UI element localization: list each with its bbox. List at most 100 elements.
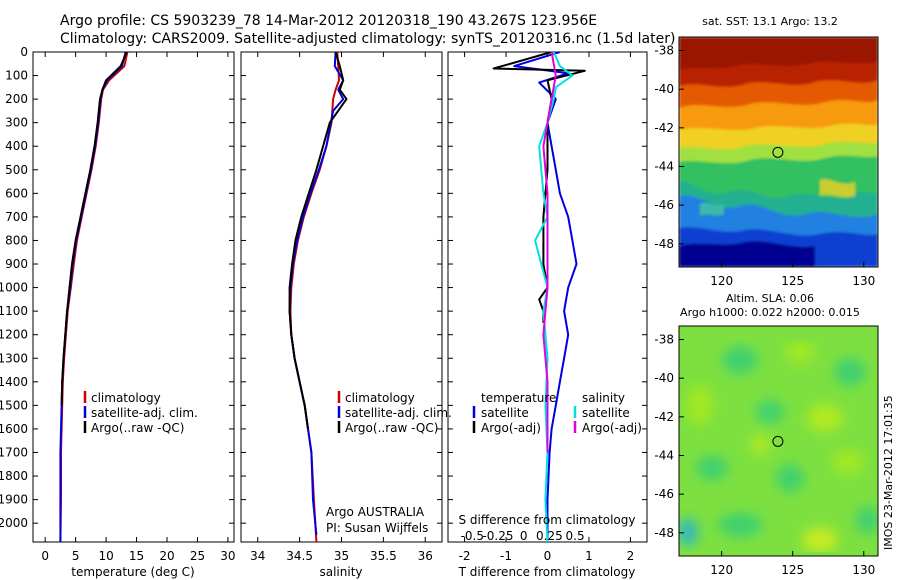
salinity-x-label: salinity	[319, 565, 362, 579]
legend-label-satellite: satellite	[582, 406, 630, 420]
legend-label-satellite: satellite	[481, 406, 529, 420]
legend-label-argo: Argo(-adj)	[582, 421, 642, 435]
y-tick-label: 900	[5, 257, 28, 271]
x-tick-label: 20	[159, 549, 174, 563]
map-x-tick-label: 125	[781, 563, 804, 577]
map-y-tick-label: -42	[654, 410, 674, 424]
map-x-tick-label: 130	[852, 274, 875, 288]
legend-label-satellite: satellite-adj. clim.	[91, 406, 198, 420]
x-tick-label: 1	[585, 549, 593, 563]
legend-label-argo: Argo(..raw -QC)	[91, 421, 184, 435]
x2-tick-label: -0.5	[461, 529, 484, 543]
series-line-temperature-argo-adj-	[492, 52, 586, 323]
x-tick-label: -2	[459, 549, 471, 563]
difference-x2-label: S difference from climatology	[459, 513, 636, 527]
y-tick-label: 300	[5, 116, 28, 130]
y-tick-label: 1000	[0, 281, 28, 295]
salinity-lines	[288, 52, 348, 542]
x-tick-label: 25	[190, 549, 205, 563]
map-y-tick-label: -40	[654, 82, 674, 96]
map-y-tick-label: -48	[654, 237, 674, 251]
y-tick-label: 600	[5, 186, 28, 200]
argo-location-marker-sla	[772, 435, 784, 447]
x-tick-label: 36	[418, 549, 433, 563]
series-line-argo-raw-qc-	[288, 52, 348, 430]
legend-title-salinity: salinity	[582, 391, 625, 405]
legend-label-satellite: satellite-adj. clim.	[345, 406, 452, 420]
x-tick-label: 35.5	[370, 549, 397, 563]
salinity-annotation-line-2: PI: Susan Wijffels	[326, 521, 428, 535]
y-tick-label: 1600	[0, 422, 28, 436]
series-line-climatology	[59, 52, 129, 542]
difference-x-label: T difference from climatology	[458, 565, 636, 579]
legend-title-temperature: temperature	[481, 391, 556, 405]
y-tick-label: 1300	[0, 351, 28, 365]
map-y-tick-label: -46	[654, 487, 674, 501]
difference-legend-salinity: salinity satellite Argo(-adj)	[573, 391, 642, 435]
sla-map	[679, 326, 878, 556]
x-tick-label: 15	[129, 549, 144, 563]
legend-label-argo: Argo(-adj)	[481, 421, 541, 435]
series-line-climatology	[289, 52, 340, 542]
x-tick-label: 10	[98, 549, 113, 563]
temperature-lines	[59, 52, 129, 542]
temperature-x-label: temperature (deg C)	[71, 565, 194, 579]
map-y-tick-label: -46	[654, 198, 674, 212]
salinity-x-axis: 34 34.5 35 35.5 36	[241, 51, 442, 563]
x-tick-label: 34.5	[286, 549, 313, 563]
x-tick-label: 2	[627, 549, 635, 563]
x-tick-label: 34	[250, 549, 265, 563]
x2-tick-label: -0.25	[482, 529, 513, 543]
salinity-axes	[240, 51, 443, 543]
y-tick-label: 1700	[0, 445, 28, 459]
map-y-tick-label: -44	[654, 448, 674, 462]
map-y-tick-label: -40	[654, 371, 674, 385]
map-x-tick-label: 130	[852, 563, 875, 577]
difference-legend-temperature: temperature satellite Argo(-adj)	[472, 391, 556, 435]
x2-tick-label: 0.5	[566, 529, 585, 543]
y-tick-label: 2000	[0, 516, 28, 530]
salinity-legend: climatology satellite-adj. clim. Argo(..…	[337, 391, 452, 435]
sst-map	[679, 37, 878, 267]
x-tick-label: 35	[334, 549, 349, 563]
map-x-tick-label: 125	[781, 274, 804, 288]
x2-tick-label: 0	[520, 529, 528, 543]
map-y-tick-label: -38	[654, 333, 674, 347]
salinity-annotation-line-1: Argo AUSTRALIA	[326, 505, 425, 519]
sst-map-title: sat. SST: 13.1 Argo: 13.2	[702, 15, 838, 28]
map-y-tick-label: -44	[654, 159, 674, 173]
sst-map-axes: 120 125 130 -38 -40 -42 -44 -46 -48	[654, 44, 875, 288]
temperature-x-axis: 0 5 10 15 20 25 30	[33, 51, 236, 563]
sla-map-title-line-2: Argo h1000: 0.022 h2000: 0.015	[680, 306, 860, 319]
sla-map-title-line-1: Altim. SLA: 0.06	[726, 292, 814, 305]
y-tick-label: 100	[5, 69, 28, 83]
y-tick-label: 1900	[0, 493, 28, 507]
y-tick-label: 0	[20, 45, 28, 59]
sla-map-frame	[678, 325, 879, 557]
difference-x-axis: -2 -1 0 1 2	[448, 51, 647, 563]
y-tick-label: 400	[5, 139, 28, 153]
series-line-salinity-argo-adj-	[542, 52, 557, 453]
sst-map-frame	[678, 36, 879, 268]
y-tick-label: 200	[5, 92, 28, 106]
map-y-tick-label: -38	[654, 44, 674, 58]
x2-tick-label: 0.25	[536, 529, 563, 543]
x-tick-label: 0	[544, 549, 552, 563]
legend-label-climatology: climatology	[91, 391, 161, 405]
argo-location-marker-sst	[772, 146, 784, 158]
imos-timestamp: IMOS 23-Mar-2012 17:01:35	[882, 395, 895, 550]
y-tick-label: 700	[5, 210, 28, 224]
depth-axis: 0 100 200 300 400 500 600 700 800 900 1000 1100 1200…	[0, 45, 28, 530]
x-tick-label: 0	[41, 549, 49, 563]
y-tick-label: 1200	[0, 328, 28, 342]
series-line-temperature-satellite	[513, 52, 578, 542]
header-line-2: Climatology: CARS2009. Satellite-adjuste…	[60, 31, 675, 47]
y-tick-label: 1100	[0, 304, 28, 318]
map-y-tick-label: -48	[654, 526, 674, 540]
map-y-tick-label: -42	[654, 121, 674, 135]
difference-lines	[492, 52, 586, 542]
temperature-axes	[32, 51, 235, 543]
legend-label-argo: Argo(..raw -QC)	[345, 421, 438, 435]
series-line-satellite-adj-clim-	[288, 52, 345, 535]
header-line-1: Argo profile: CS 5903239_78 14-Mar-2012 …	[60, 13, 597, 29]
